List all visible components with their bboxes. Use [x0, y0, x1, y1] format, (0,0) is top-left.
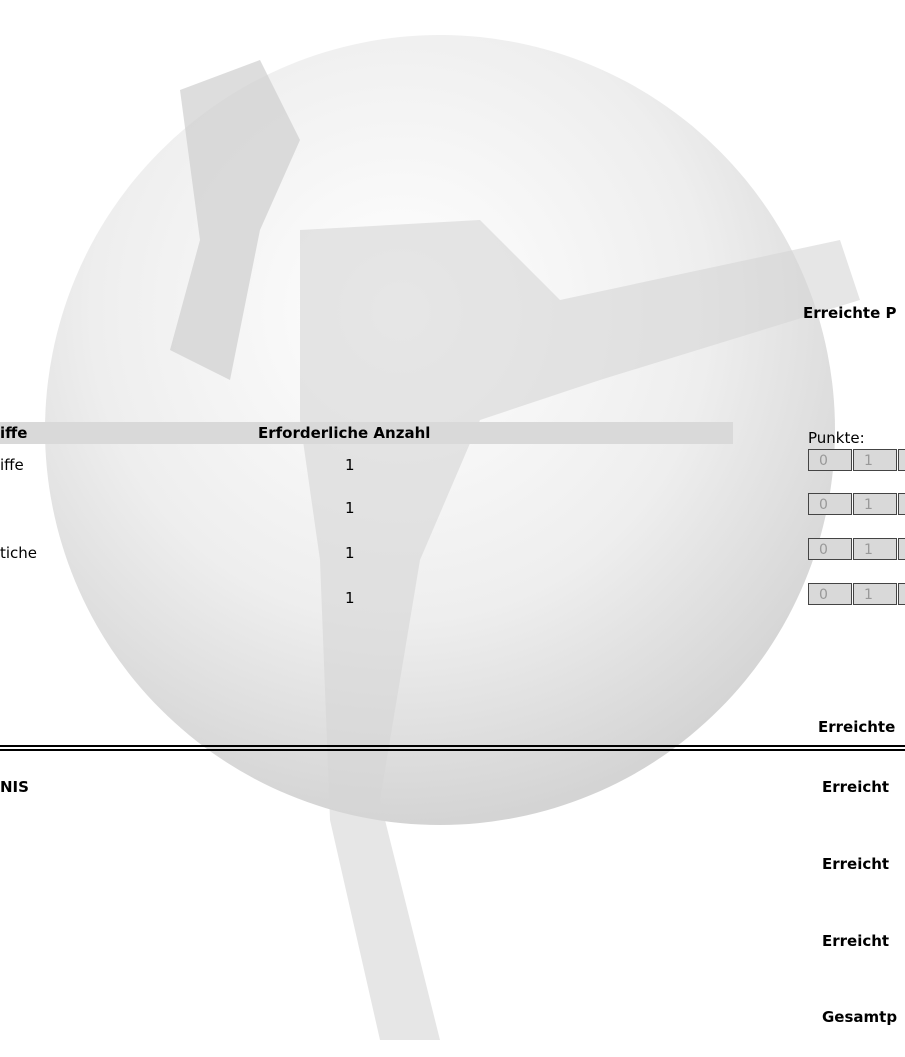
summary-line: Gesamtp: [822, 1008, 898, 1026]
summary-line: Erreicht: [822, 932, 890, 950]
row-count: 1: [345, 456, 355, 474]
row-count: 1: [345, 544, 355, 562]
score-box: 0: [808, 449, 852, 471]
summary-line: Erreicht: [822, 855, 890, 873]
score-box: 1: [853, 493, 897, 515]
row-label: iffe: [0, 456, 24, 474]
score-box: 0: [808, 538, 852, 560]
figure-left: [170, 60, 300, 380]
score-box: 0: [808, 583, 852, 605]
score-box: 1: [853, 538, 897, 560]
col-header: Erforderliche Anzahl: [258, 424, 431, 442]
score-box: 1: [853, 449, 897, 471]
score-box: 1: [853, 583, 897, 605]
score-box: [898, 583, 905, 605]
header-bar: [0, 422, 733, 444]
score-box: [898, 449, 905, 471]
points-title: Erreichte P: [803, 304, 897, 322]
col-header: iffe: [0, 424, 28, 442]
points-label: Punkte:: [808, 429, 865, 447]
summary-title: NIS: [0, 778, 29, 796]
achieved-label: Erreichte: [818, 718, 896, 736]
score-box: [898, 493, 905, 515]
row-count: 1: [345, 589, 355, 607]
score-box: [898, 538, 905, 560]
row-label: tiche: [0, 544, 38, 562]
summary-line: Erreicht: [822, 778, 890, 796]
separator: [0, 745, 905, 751]
score-box: 0: [808, 493, 852, 515]
row-count: 1: [345, 499, 355, 517]
